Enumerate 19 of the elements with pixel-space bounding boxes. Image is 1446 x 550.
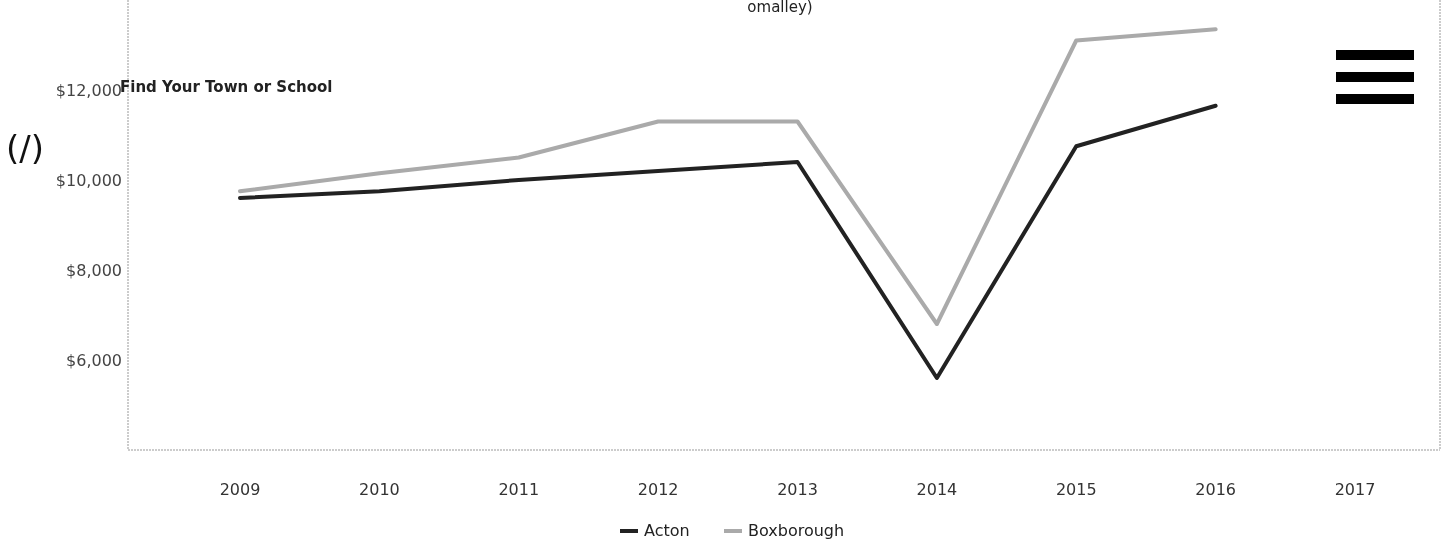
- x-tick-label: 2013: [777, 480, 818, 499]
- line-series: [238, 103, 1218, 380]
- legend-label: Acton: [644, 521, 690, 540]
- annotation: omalley): [747, 0, 813, 16]
- legend-label: Boxborough: [748, 521, 845, 540]
- annotation: Find Your Town or School: [120, 78, 333, 96]
- x-tick-label: 2016: [1195, 480, 1236, 499]
- x-tick-label: 2010: [359, 480, 400, 499]
- x-tick-label: 2009: [219, 480, 261, 499]
- x-tick-label: 2014: [916, 480, 958, 499]
- x-tick-label: 2011: [498, 480, 540, 499]
- x-tick-label: 2012: [637, 480, 679, 499]
- x-tick-label: 2017: [1334, 480, 1376, 499]
- x-tick-label: 2015: [1055, 480, 1097, 499]
- y-tick-label: $12,000: [55, 80, 122, 100]
- text: (/): [6, 128, 44, 168]
- y-tick-label: $6,000: [66, 350, 122, 370]
- y-tick-label: $10,000: [55, 170, 122, 190]
- y-tick-label: $8,000: [66, 260, 122, 280]
